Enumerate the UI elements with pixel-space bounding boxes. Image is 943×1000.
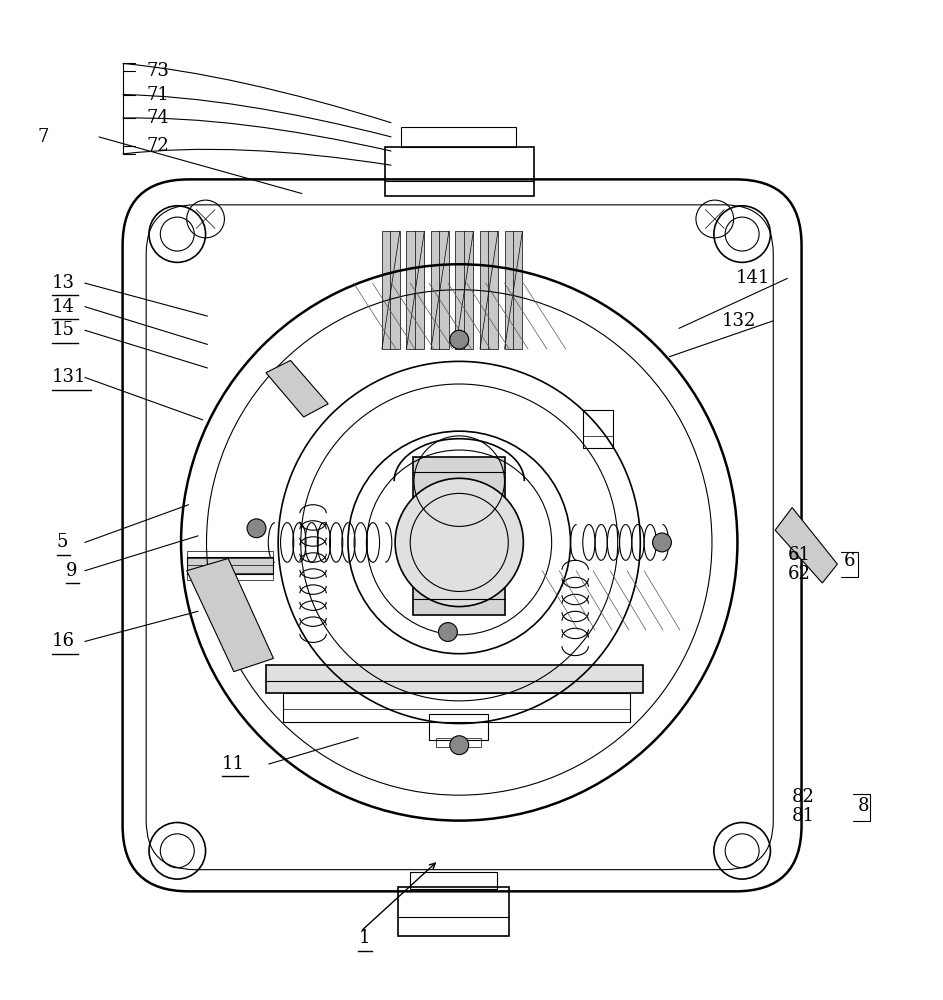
Text: 73: 73 <box>146 62 169 80</box>
Text: 5: 5 <box>57 533 68 551</box>
Bar <box>401 127 516 147</box>
Text: 14: 14 <box>52 298 74 316</box>
Bar <box>436 738 481 747</box>
Text: 131: 131 <box>52 368 87 386</box>
Bar <box>410 872 497 889</box>
Polygon shape <box>775 508 837 583</box>
Text: 71: 71 <box>146 86 169 104</box>
Text: 61: 61 <box>787 546 810 564</box>
Bar <box>505 231 522 349</box>
Text: 82: 82 <box>792 788 815 806</box>
Text: 15: 15 <box>52 321 74 339</box>
Bar <box>187 557 273 574</box>
Circle shape <box>450 330 469 349</box>
Bar <box>382 231 400 349</box>
Text: 1: 1 <box>358 929 370 947</box>
Bar <box>429 714 488 740</box>
Polygon shape <box>187 558 273 672</box>
Text: 13: 13 <box>52 274 74 292</box>
Text: 141: 141 <box>736 269 769 287</box>
Text: 132: 132 <box>721 312 755 330</box>
Bar <box>266 665 643 693</box>
Circle shape <box>450 736 469 755</box>
Text: 62: 62 <box>787 565 810 583</box>
Circle shape <box>438 623 457 641</box>
Bar <box>398 887 509 936</box>
Bar <box>583 410 613 448</box>
Text: 16: 16 <box>52 632 74 650</box>
Polygon shape <box>266 360 328 417</box>
Text: 9: 9 <box>66 562 77 580</box>
Bar <box>187 573 273 580</box>
Circle shape <box>395 478 523 607</box>
Circle shape <box>653 533 671 552</box>
Text: 6: 6 <box>844 552 855 570</box>
Text: 8: 8 <box>858 797 869 815</box>
Bar <box>413 457 505 615</box>
Bar <box>790 551 802 558</box>
Text: 81: 81 <box>792 807 815 825</box>
Text: 7: 7 <box>38 128 49 146</box>
Bar <box>283 693 630 722</box>
Text: 72: 72 <box>146 137 169 155</box>
Bar <box>431 231 449 349</box>
Bar <box>480 231 498 349</box>
Circle shape <box>247 519 266 538</box>
Bar <box>455 231 473 349</box>
Text: 11: 11 <box>222 755 244 773</box>
Bar <box>187 551 273 558</box>
Bar <box>406 231 424 349</box>
Text: 74: 74 <box>146 109 169 127</box>
Bar <box>385 147 534 196</box>
